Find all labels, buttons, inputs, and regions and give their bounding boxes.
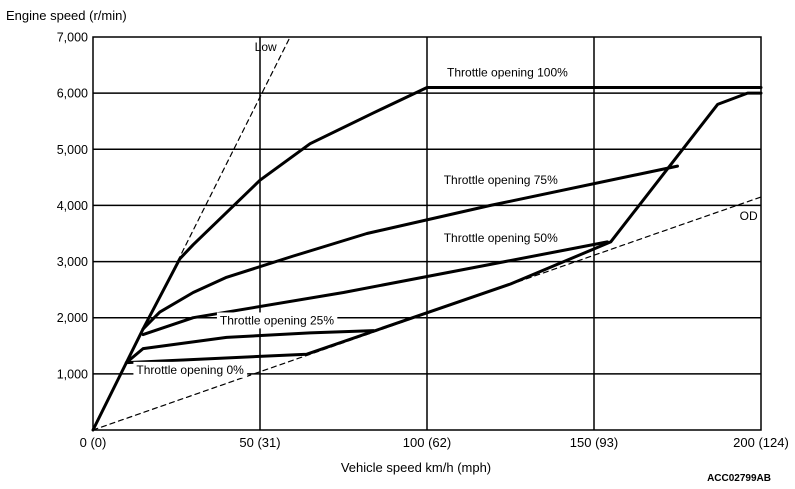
series-line-throttle-opening-0 — [124, 91, 763, 365]
annotation-label: OD — [740, 209, 758, 223]
series-line-throttle-opening-75 — [141, 164, 679, 331]
y-tick-label: 7,000 — [57, 31, 88, 45]
series-line-throttle-opening-25 — [124, 329, 376, 365]
annotation: Low — [255, 40, 277, 54]
plot-frame — [92, 36, 762, 431]
annotation: Throttle opening 50% — [444, 231, 558, 245]
annotation: Throttle opening 100% — [447, 65, 568, 79]
y-tick-label: 6,000 — [57, 87, 88, 101]
x-tick-label: 150 (93) — [570, 435, 618, 450]
x-tick-label: 50 (31) — [239, 435, 280, 450]
annotation-label: Throttle opening 25% — [220, 313, 334, 327]
x-tick-label: 100 (62) — [403, 435, 451, 450]
y-tick-label: 1,000 — [57, 367, 88, 381]
x-tick-label: 200 (124) — [733, 435, 789, 450]
y-axis-label: Engine speed (r/min) — [6, 8, 127, 23]
annotations: Low Throttle opening 100% Throttle opening… — [133, 40, 758, 378]
annotation-label: Throttle opening 75% — [444, 173, 558, 187]
annotation-background — [133, 361, 248, 378]
y-tick-label: 3,000 — [57, 255, 88, 269]
series-line-throttle-opening-100 — [91, 86, 763, 432]
annotation: OD — [740, 209, 758, 223]
y-tick-label: 4,000 — [57, 199, 88, 213]
series-line-throttle-opening-50 — [141, 240, 609, 337]
y-tick-label: 5,000 — [57, 143, 88, 157]
annotation: Throttle opening 0% — [133, 361, 248, 378]
annotation-label: Low — [255, 40, 277, 54]
annotation: Throttle opening 75% — [444, 173, 558, 187]
series-group — [91, 36, 763, 432]
x-axis-label: Vehicle speed km/h (mph) — [341, 460, 491, 475]
annotation-label: Throttle opening 100% — [447, 65, 568, 79]
axis-ticks: 0 (0) 50 (31) 100 (62) 150 (93) 200 (124) 1,0… — [57, 31, 789, 451]
annotation: Throttle opening 25% — [216, 312, 338, 329]
x-tick-label: 0 (0) — [80, 435, 107, 450]
figure-code: ACC02799AB — [707, 473, 771, 484]
y-tick-label: 2,000 — [57, 311, 88, 325]
annotation-background — [216, 312, 338, 329]
annotation-label: Throttle opening 0% — [136, 363, 244, 377]
annotation-label: Throttle opening 50% — [444, 231, 558, 245]
